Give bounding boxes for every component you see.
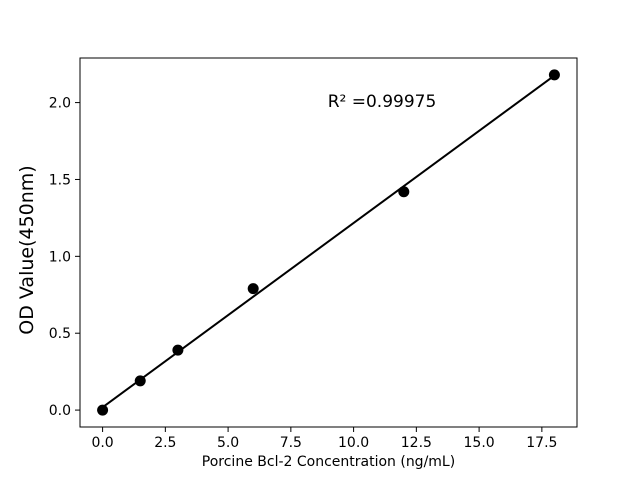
y-tick-label: 0.0	[49, 403, 71, 419]
x-tick-label: 12.5	[401, 435, 432, 451]
x-axis: 0.0 2.5 5.0 7.5 10.0 12.5 15.0 17.5	[91, 427, 557, 451]
x-tick-label: 17.5	[526, 435, 557, 451]
x-tick-label: 7.5	[280, 435, 302, 451]
y-tick-label: 1.0	[49, 249, 71, 265]
r-squared-annotation: R² =0.99975	[328, 92, 437, 112]
y-tick-label: 0.5	[49, 326, 71, 342]
data-point	[134, 375, 146, 387]
data-point	[247, 283, 259, 295]
x-tick-label: 5.0	[217, 435, 239, 451]
x-axis-label: Porcine Bcl-2 Concentration (ng/mL)	[202, 454, 455, 470]
y-axis-label: OD Value(450nm)	[16, 165, 38, 334]
x-tick-label: 2.5	[154, 435, 176, 451]
y-axis: 0.0 0.5 1.0 1.5 2.0	[49, 96, 80, 419]
data-points	[97, 69, 560, 416]
data-point	[398, 186, 410, 198]
data-point	[172, 344, 184, 356]
x-tick-label: 15.0	[464, 435, 495, 451]
data-point	[97, 404, 109, 416]
y-tick-label: 2.0	[49, 96, 71, 112]
x-tick-label: 10.0	[338, 435, 369, 451]
y-tick-label: 1.5	[49, 172, 71, 188]
data-point	[548, 69, 560, 81]
x-tick-label: 0.0	[91, 435, 113, 451]
